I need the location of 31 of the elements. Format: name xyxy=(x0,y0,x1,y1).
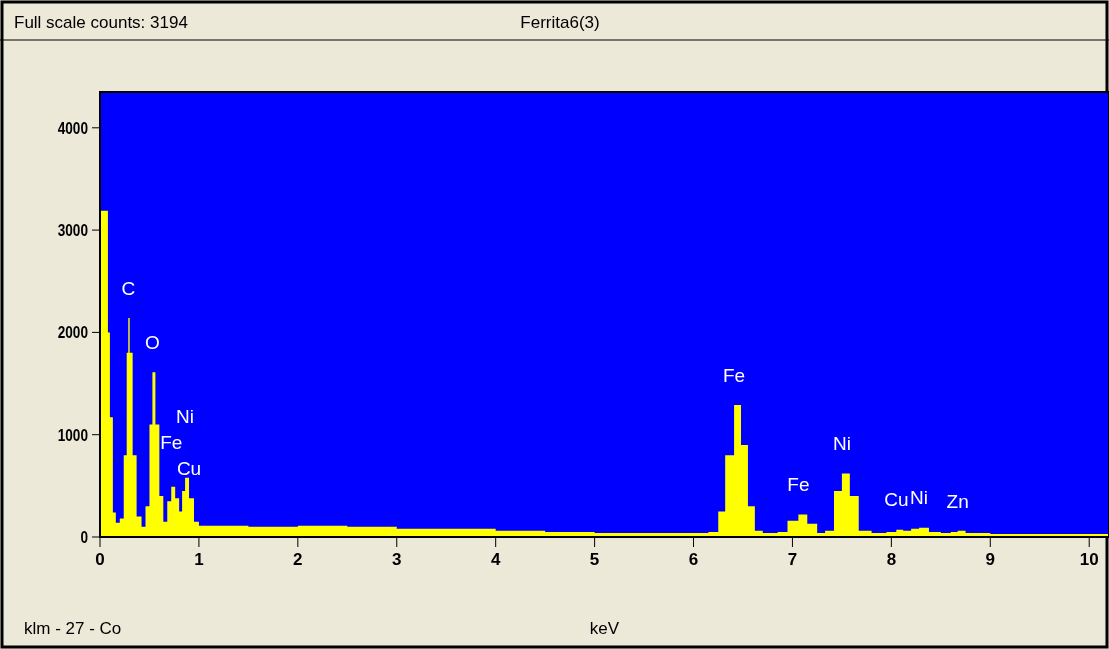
annotation: Ni xyxy=(910,487,929,509)
annotation: Fe xyxy=(722,364,746,386)
annotation: Cu xyxy=(884,489,909,511)
x-tick-label: 1 xyxy=(194,550,204,569)
x-tick-label: 0 xyxy=(95,550,105,569)
x-tick-label: 9 xyxy=(985,550,996,569)
x-tick-label: 4 xyxy=(490,550,501,569)
annotation: Fe xyxy=(787,474,810,496)
annotation: O xyxy=(145,331,160,353)
x-tick-label: 6 xyxy=(688,550,699,569)
y-tick-label: 3000 xyxy=(57,220,88,240)
x-axis-title: keV xyxy=(589,619,620,638)
text: klm - 27 - Co xyxy=(24,619,122,638)
x-tick-label: 8 xyxy=(886,550,897,569)
y-tick-label: 4000 xyxy=(57,118,88,138)
x-tick-label: 2 xyxy=(293,550,303,569)
annotation: C xyxy=(121,277,136,299)
x-tick-label: 10 xyxy=(1079,550,1099,569)
y-tick-label: 0 xyxy=(80,527,88,547)
y-tick-label: 1000 xyxy=(57,425,88,444)
chart-title: Ferrita6(3) xyxy=(520,13,600,32)
annotation: Fe xyxy=(160,431,183,453)
text: Full scale counts: 3194 xyxy=(14,13,188,32)
y-tick-label: 2000 xyxy=(57,322,88,342)
annotation: Zn xyxy=(946,490,969,512)
annotation: Ni xyxy=(176,405,195,427)
x-tick-label: 7 xyxy=(787,550,798,569)
x-tick-label: 5 xyxy=(589,550,600,569)
x-tick-label: 3 xyxy=(392,550,402,569)
annotation: Ni xyxy=(832,433,851,455)
annotation: Cu xyxy=(176,457,202,479)
